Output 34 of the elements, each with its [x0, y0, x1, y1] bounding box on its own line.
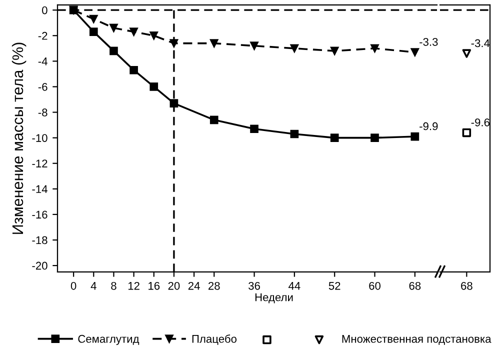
x-tick-label: 16 [148, 282, 160, 290]
data-label: -3.3 [420, 38, 438, 46]
legend-label: Семаглутид [78, 334, 140, 345]
y-tick-label: -16 [32, 210, 48, 219]
y-tick-label: 0 [42, 6, 48, 14]
y-tick-label: -2 [38, 32, 48, 40]
x-tick-label: 24 [188, 282, 200, 290]
y-tick-label: -18 [32, 236, 48, 244]
x-tick-label: 68 [461, 282, 472, 290]
x-tick-label: 12 [128, 282, 140, 290]
y-tick-label: -12 [32, 160, 48, 168]
y-tick-label: -4 [38, 58, 48, 66]
legend-label: Множественная подстановка [342, 335, 492, 345]
x-tick-label: 60 [369, 282, 380, 290]
x-tick-label: 52 [328, 282, 340, 290]
y-tick-label: -6 [38, 82, 48, 91]
legend-label: Плацебо [192, 334, 237, 345]
x-tick-label: 68 [409, 282, 421, 290]
data-label: -3.4 [471, 39, 490, 48]
x-tick-label: 44 [288, 282, 300, 290]
y-axis-title: Изменение массы тела (%) [12, 42, 26, 234]
y-tick-label: -10 [32, 134, 48, 142]
y-tick-label: -20 [32, 262, 48, 270]
x-tick-label: 8 [111, 282, 116, 290]
x-tick-label: 0 [70, 282, 76, 290]
data-label: -9.6 [471, 118, 490, 126]
data-label: -9.9 [420, 122, 438, 130]
y-tick-label: -14 [32, 185, 48, 193]
x-tick-label: 4 [90, 282, 96, 290]
x-tick-label: 36 [248, 282, 260, 290]
x-axis-title: Недели [255, 293, 293, 304]
x-tick-label: 20 [168, 282, 180, 290]
x-tick-label: 28 [208, 282, 220, 290]
y-tick-label: -8 [38, 108, 48, 116]
